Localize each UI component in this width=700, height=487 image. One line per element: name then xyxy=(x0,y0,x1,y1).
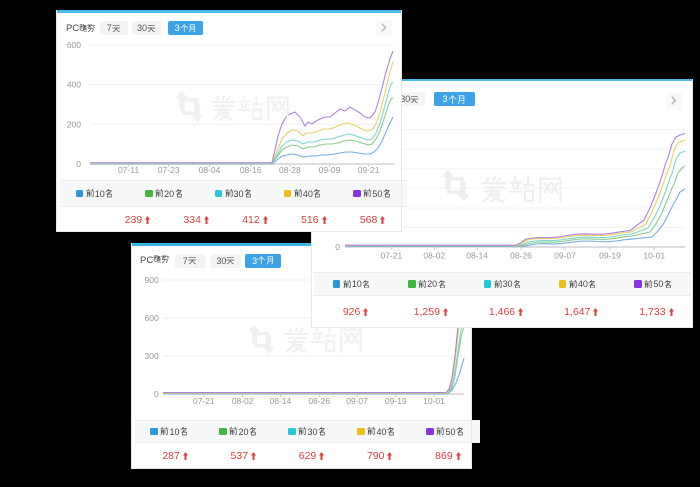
svg-text:07-21: 07-21 xyxy=(381,251,403,261)
svg-text:0: 0 xyxy=(76,159,81,169)
svg-text:10-01: 10-01 xyxy=(423,396,445,406)
svg-text:09-19: 09-19 xyxy=(599,251,621,261)
svg-text:200: 200 xyxy=(67,119,81,129)
svg-text:07-11: 07-11 xyxy=(118,165,139,175)
svg-text:10-01: 10-01 xyxy=(643,251,665,261)
svg-text:900: 900 xyxy=(145,275,159,285)
svg-text:09-09: 09-09 xyxy=(319,165,341,175)
svg-text:08-16: 08-16 xyxy=(240,165,262,175)
svg-text:0: 0 xyxy=(335,242,340,252)
svg-text:07-21: 07-21 xyxy=(193,396,215,406)
svg-text:08-26: 08-26 xyxy=(308,396,330,406)
svg-text:08-28: 08-28 xyxy=(279,165,301,175)
svg-text:600: 600 xyxy=(67,40,81,50)
svg-text:09-19: 09-19 xyxy=(385,396,407,406)
svg-text:09-07: 09-07 xyxy=(346,396,368,406)
svg-text:08-14: 08-14 xyxy=(466,251,488,261)
svg-text:08-14: 08-14 xyxy=(270,396,292,406)
svg-text:400: 400 xyxy=(67,80,81,90)
svg-text:600: 600 xyxy=(145,313,159,323)
svg-text:0: 0 xyxy=(154,389,159,399)
svg-text:08-02: 08-02 xyxy=(232,396,254,406)
svg-text:09-21: 09-21 xyxy=(358,165,380,175)
svg-text:08-26: 08-26 xyxy=(510,251,532,261)
svg-text:300: 300 xyxy=(145,351,159,361)
svg-text:08-04: 08-04 xyxy=(199,165,221,175)
svg-text:08-02: 08-02 xyxy=(423,251,445,261)
svg-text:07-23: 07-23 xyxy=(158,165,180,175)
svg-text:09-07: 09-07 xyxy=(554,251,576,261)
